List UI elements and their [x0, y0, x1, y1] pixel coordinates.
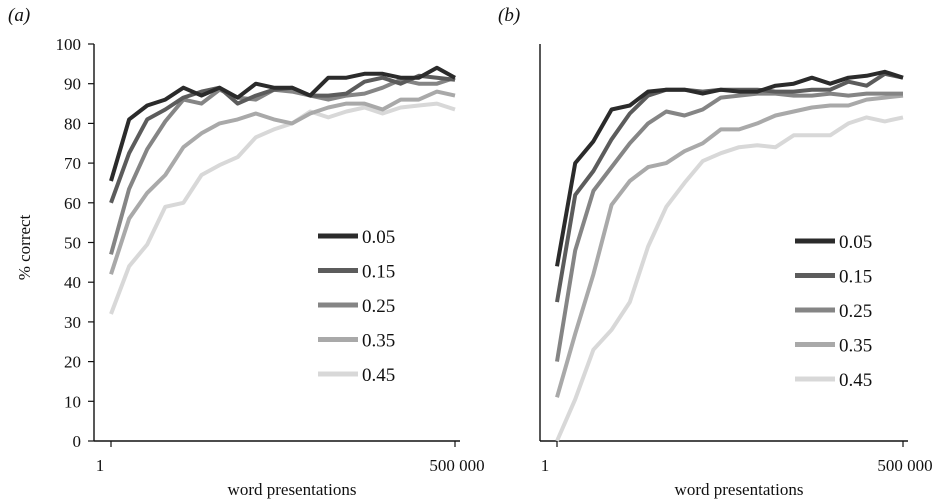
- legend-label: 0.05: [839, 232, 872, 253]
- series-line-0.25: [555, 91, 903, 362]
- legend-label: 0.05: [362, 227, 395, 248]
- legend-label: 0.15: [839, 267, 872, 288]
- y-tick-label: 60: [64, 194, 81, 213]
- panel-label: (b): [498, 5, 520, 26]
- series-line-0.05: [109, 65, 456, 182]
- x-tick-label: 500 000: [429, 456, 484, 475]
- legend-label: 0.45: [362, 365, 395, 386]
- panel-a: (a) 0 10 20 30 40 50 60 70 80 90 100 1 500 000 word pr…: [8, 5, 485, 499]
- x-axis-title: word presentations: [675, 480, 804, 499]
- y-tick-label: 20: [64, 353, 81, 372]
- x-tick-label: 1: [541, 456, 550, 475]
- y-tick-label: 70: [64, 154, 81, 173]
- series-line-0.15: [109, 73, 456, 204]
- series-line-0.45: [555, 115, 904, 442]
- panel-b: (b) 1 500 000 word presentations 0.05 0.15 0.2…: [498, 5, 933, 499]
- y-tick-label: 30: [64, 313, 81, 332]
- legend-label: 0.35: [839, 336, 872, 357]
- legend-label: 0.15: [362, 262, 395, 283]
- series-line-0.35: [555, 93, 904, 398]
- legend-label: 0.35: [362, 331, 395, 352]
- legend-label: 0.45: [839, 370, 872, 391]
- y-tick-label: 40: [64, 273, 81, 292]
- x-tick-label: 500 000: [877, 456, 932, 475]
- y-tick-label: 80: [64, 114, 81, 133]
- y-tick-label: 0: [73, 432, 82, 451]
- x-tick-label: 1: [96, 456, 105, 475]
- series-line-0.35: [109, 89, 456, 275]
- y-tick-label: 50: [64, 234, 81, 253]
- panel-label: (a): [8, 5, 30, 26]
- series-line-0.25: [109, 75, 456, 255]
- x-axis-title: word presentations: [228, 480, 357, 499]
- y-tick-label: 10: [64, 392, 81, 411]
- series-line-0.05: [555, 69, 904, 267]
- legend-label: 0.25: [839, 301, 872, 322]
- y-axis-title: % correct: [15, 214, 34, 280]
- series-line-0.45: [109, 101, 456, 315]
- y-tick-label: 100: [56, 35, 82, 54]
- y-tick-label: 90: [64, 75, 81, 94]
- legend-label: 0.25: [362, 296, 395, 317]
